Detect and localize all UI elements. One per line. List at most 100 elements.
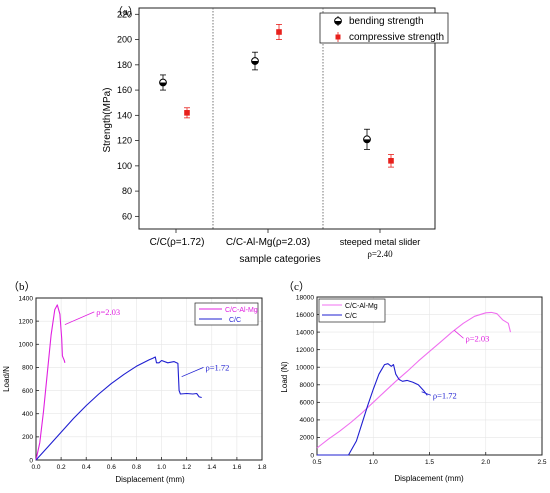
series-line-c-c-al-mg [35,304,66,461]
legend-bending-label: bending strength [349,16,424,27]
panel-b-x-axis-label: Displacement (mm) [115,475,185,484]
x-tick-label: 2.0 [481,459,490,466]
legend-b-cc-almg-label: C/C-Al-Mg [225,307,258,314]
x-tick-label: 1.0 [369,459,378,466]
annotation-density-label: ρ=1.72 [206,362,230,372]
panel-a-y-tick-label: 120 [117,136,132,146]
panel-b-label: （b） [8,280,36,293]
y-tick-label: 800 [22,365,33,372]
y-tick-label: 1200 [19,318,34,325]
annotation-leader-line [421,391,432,396]
panel-c-series-lines [316,311,512,456]
x-tick-label: 0.0 [31,464,40,471]
series-line-c-c [317,363,428,456]
annotation-leader-line [181,367,204,378]
legend-compressive-label: compressive strength [349,32,444,43]
panel-a-y-ticks: 60 80 100 120 140 160 180 200 220 [117,9,381,233]
panel-a-label: （a） [112,5,139,18]
panel-c-label: （c） [283,280,310,293]
panel-c-x-axis-label: Displacement (mm) [394,474,464,483]
panel-a-category-labels: C/C(ρ=1.72) C/C-Al-Mg(ρ=2.03) steeped me… [150,237,421,259]
x-tick-label: 1.2 [182,464,191,471]
x-tick-label: 1.0 [157,464,166,471]
y-tick-label: 18000 [296,294,314,301]
panel-b-ticks: 0.0 0.2 0.4 0.6 0.8 1.0 1.2 1.4 1.6 1.8 0 200 400 600… [19,295,267,471]
y-tick-label: 10000 [296,365,314,372]
x-tick-label: 0.8 [132,464,141,471]
y-tick-label: 0 [29,457,33,464]
y-tick-label: 8000 [300,382,315,389]
bending-strength-point-fill [363,139,371,143]
annotation-density-label: ρ=1.72 [433,390,457,400]
legend-c-cc-almg-label: C/C-Al-Mg [345,303,378,310]
x-tick-label: 0.5 [312,459,321,466]
panel-c-y-axis-label: Load (N) [280,361,289,392]
bending-strength-point-fill [159,82,167,86]
panel-a-y-tick-label: 60 [122,211,132,221]
y-tick-label: 2000 [300,435,315,442]
panel-a-y-tick-label: 180 [117,60,132,70]
panel-a-strength-chart: （a） Strength(MPa) sample categories 60 80… [102,5,449,265]
panel-b-y-axis-label: Load/N [2,366,11,392]
panel-a-legend-box [319,12,449,44]
legend-c-cc-label: C/C [345,313,357,320]
panel-b-annotations: ρ=2.03 ρ=1.72 [64,307,230,378]
annotation-density-label: ρ=2.03 [96,307,120,317]
category-label-3-density: ρ=2.40 [367,249,393,259]
panel-a-x-axis-label: sample categories [239,254,320,265]
legend-b-cc-label: C/C [229,317,241,324]
annotation-density-label: ρ=2.03 [466,333,490,343]
series-line-c-c [35,356,202,461]
y-tick-label: 400 [22,411,33,418]
panel-a-y-tick-label: 80 [122,186,132,196]
x-tick-label: 0.6 [107,464,116,471]
x-tick-label: 2.5 [537,459,546,466]
panel-b-legend: C/C-Al-Mg C/C [194,302,259,326]
category-label-2: C/C-Al-Mg(ρ=2.03) [226,237,310,248]
legend-compressive-marker [335,32,341,42]
y-tick-label: 6000 [300,400,315,407]
y-tick-label: 1400 [19,295,34,302]
panel-c-legend: C/C-Al-Mg C/C [318,298,386,323]
panel-a-legend: bending strength compressive strength [319,12,449,44]
category-label-3: steeped metal slider [340,237,421,247]
bending-strength-point-fill [251,61,259,65]
category-label-1: C/C(ρ=1.72) [150,237,205,248]
y-tick-label: 14000 [296,329,314,336]
y-tick-label: 4000 [300,417,315,424]
panel-a-y-tick-label: 140 [117,110,132,120]
compressive-strength-point [276,29,282,35]
y-tick-label: 0 [310,452,314,459]
panel-a-y-tick-label: 100 [117,161,132,171]
panel-a-y-tick-label: 160 [117,85,132,95]
x-tick-label: 1.4 [207,464,216,471]
panel-b-plot-frame [35,297,263,461]
panel-a-data-marks [159,24,394,168]
compressive-strength-point [184,110,190,116]
series-line-c-c-al-mg [316,311,512,449]
x-tick-label: 1.6 [232,464,241,471]
x-tick-label: 1.8 [257,464,266,471]
y-tick-label: 12000 [296,347,314,354]
panel-a-y-axis-label: Strength(MPa) [102,87,113,152]
x-tick-label: 0.2 [57,464,66,471]
panel-a-y-tick-label: 220 [117,9,132,19]
panel-a-plot-frame [138,7,436,230]
compressive-strength-point [388,158,394,164]
y-tick-label: 1000 [19,342,34,349]
panel-c-ticks: 0.5 1.0 1.5 2.0 2.5 0 2000 4000 6000 8000 10000 120… [296,294,547,466]
annotation-leader-line [453,330,464,339]
y-tick-label: 16000 [296,312,314,319]
panel-a-y-tick-label: 200 [117,35,132,45]
y-tick-label: 600 [22,388,33,395]
panel-b-series-lines [35,304,202,461]
panel-b-load-chart: （b） 0.0 0.2 0.4 0.6 0.8 1.0 1.2 1.4 1.6 1.8 0 200 40… [2,280,267,484]
panel-c-annotations: ρ=2.03 ρ=1.72 [421,330,490,400]
x-tick-label: 0.4 [82,464,91,471]
x-tick-label: 1.5 [425,459,434,466]
annotation-leader-line [64,311,95,325]
panel-c-load-chart: （c） 0.5 1.0 1.5 2.0 2.5 0 2000 4000 6000 8000 1000… [280,280,547,483]
y-tick-label: 200 [22,434,33,441]
legend-bending-marker [334,16,342,26]
